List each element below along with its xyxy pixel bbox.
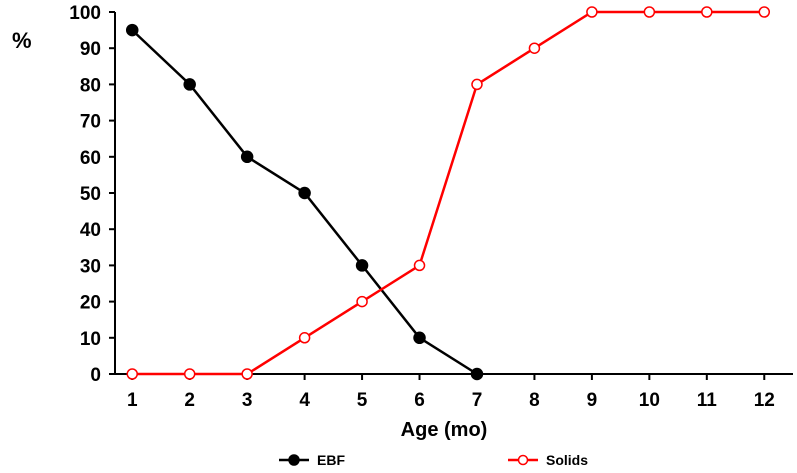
data-point (183, 78, 196, 91)
data-point (413, 331, 426, 345)
data-point (298, 332, 311, 344)
y-tick-label: 30 (80, 256, 101, 277)
legend-swatch-marker (288, 454, 300, 466)
y-tick-label: 0 (90, 365, 101, 386)
data-point (470, 367, 484, 381)
data-point (126, 368, 138, 380)
y-axis-label: % (12, 28, 32, 53)
series-ebf (125, 23, 484, 381)
data-point (356, 295, 368, 308)
data-point (528, 42, 541, 54)
data-point (586, 6, 598, 18)
x-axis-label: Age (mo) (401, 419, 488, 441)
x-tick-label: 1 (127, 390, 138, 411)
y-axis-ticks: 0 10 20 30 40 50 60 70 80 90 100 (69, 3, 115, 386)
data-point (701, 6, 713, 18)
data-point (125, 23, 139, 37)
y-tick-label: 10 (80, 329, 101, 350)
x-axis-ticks: 1 2 3 4 5 6 7 8 9 10 11 12 (127, 374, 775, 411)
y-tick-label: 70 (80, 112, 101, 133)
y-tick-label: 100 (69, 3, 101, 24)
series-line-ebf (131, 29, 478, 376)
data-point (183, 368, 196, 380)
y-tick-label: 50 (80, 184, 101, 205)
x-tick-label: 10 (639, 390, 660, 411)
y-tick-label: 60 (80, 148, 101, 169)
data-point (241, 368, 253, 380)
data-point (758, 6, 771, 18)
y-tick-label: 80 (80, 75, 101, 96)
y-tick-label: 40 (80, 220, 101, 241)
y-tick-label: 20 (80, 293, 101, 314)
x-tick-label: 12 (754, 390, 775, 411)
data-point (471, 78, 483, 91)
chart-axes (114, 12, 793, 375)
legend-label-ebf: EBF (317, 452, 345, 468)
data-point (240, 150, 254, 164)
x-tick-label: 5 (357, 390, 368, 411)
legend-label-solids: Solids (546, 452, 588, 468)
series-line-solids (132, 10, 765, 376)
series-layer (125, 6, 771, 381)
x-tick-label: 8 (529, 390, 540, 411)
series-solids (126, 6, 771, 380)
x-tick-label: 2 (184, 390, 195, 411)
data-point (298, 186, 311, 200)
x-tick-label: 3 (242, 390, 253, 411)
data-point (643, 6, 656, 18)
y-tick-label: 90 (80, 39, 101, 60)
x-tick-label: 6 (414, 390, 425, 411)
x-tick-label: 11 (697, 390, 718, 411)
x-tick-label: 9 (587, 390, 598, 411)
data-point (413, 259, 426, 272)
x-tick-label: 7 (472, 390, 483, 411)
legend-swatch-marker (517, 454, 529, 466)
x-tick-label: 4 (299, 390, 310, 411)
data-point (355, 259, 369, 272)
legend: EBF Solids (279, 452, 588, 468)
